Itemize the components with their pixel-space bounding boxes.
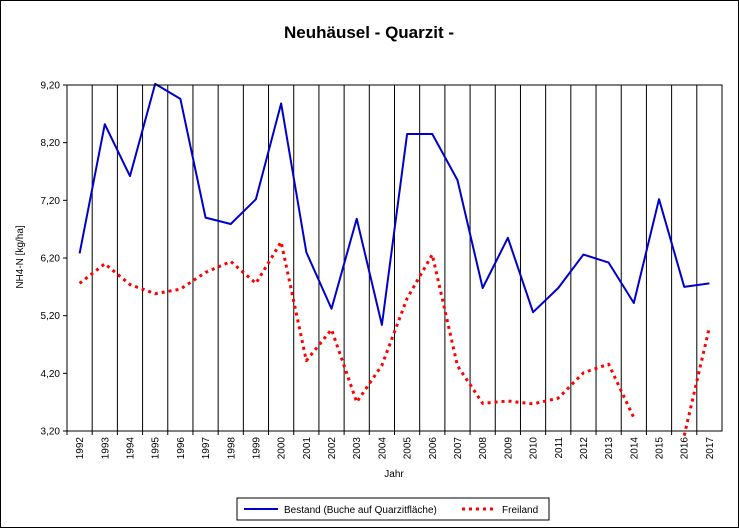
y-tick-label: 3,20 xyxy=(41,427,61,438)
legend-label: Freiland xyxy=(502,505,538,516)
x-tick-label: 2010 xyxy=(529,437,540,460)
x-tick-label: 2009 xyxy=(503,437,514,460)
x-tick-label: 2011 xyxy=(554,437,565,459)
y-tick-label: 9,20 xyxy=(41,81,61,92)
y-tick-label: 6,20 xyxy=(41,254,61,265)
x-tick-label: 2003 xyxy=(352,437,363,460)
series-line-freiland xyxy=(78,240,636,419)
x-tick-label: 2012 xyxy=(579,437,590,460)
x-tick-label: 2017 xyxy=(705,437,716,460)
x-tick-label: 1998 xyxy=(226,437,237,460)
x-tick-label: 2013 xyxy=(604,437,615,460)
x-axis-label: Jahr xyxy=(384,469,404,480)
x-tick-label: 2002 xyxy=(327,437,338,460)
legend: Bestand (Buche auf Quarzitfläche) Freilan… xyxy=(236,497,550,521)
y-tick-label: 5,20 xyxy=(41,311,61,322)
x-tick-label: 2007 xyxy=(453,437,464,460)
x-tick-label: 1994 xyxy=(125,437,136,460)
series-line-bestand xyxy=(78,82,710,326)
axes: 3,20 4,20 5,20 6,20 7,20 8,20 9,20 1992 1993 1994… xyxy=(41,81,723,460)
x-tick-label: 1999 xyxy=(251,437,262,460)
legend-box xyxy=(236,497,550,521)
chart-title: Neuhäusel - Quarzit - xyxy=(284,23,454,42)
series-group xyxy=(78,82,711,436)
x-tick-label: 2015 xyxy=(655,437,666,460)
y-tick-label: 4,20 xyxy=(41,369,61,380)
x-tick-label: 2001 xyxy=(302,437,313,460)
x-tick-label: 2005 xyxy=(403,437,414,460)
x-tick-label: 2008 xyxy=(478,437,489,460)
x-tick-label: 1996 xyxy=(176,437,187,460)
x-tick-label: 2004 xyxy=(377,437,388,460)
grid xyxy=(91,85,698,431)
x-tick-label: 1993 xyxy=(100,437,111,460)
series-line-freiland xyxy=(682,326,711,436)
y-tick-label: 7,20 xyxy=(41,196,61,207)
x-tick-label: 1997 xyxy=(201,437,212,460)
x-tick-label: 2014 xyxy=(629,437,640,460)
x-tick-label: 2016 xyxy=(680,437,691,460)
x-tick-label: 2006 xyxy=(428,437,439,460)
legend-label: Bestand (Buche auf Quarzitfläche) xyxy=(284,505,437,516)
y-axis-label: NH4-N [kg/ha] xyxy=(15,225,26,289)
y-tick-label: 8,20 xyxy=(41,138,61,149)
x-tick-label: 2000 xyxy=(277,437,288,460)
x-tick-label: 1992 xyxy=(75,437,86,460)
x-tick-label: 1995 xyxy=(151,437,162,460)
